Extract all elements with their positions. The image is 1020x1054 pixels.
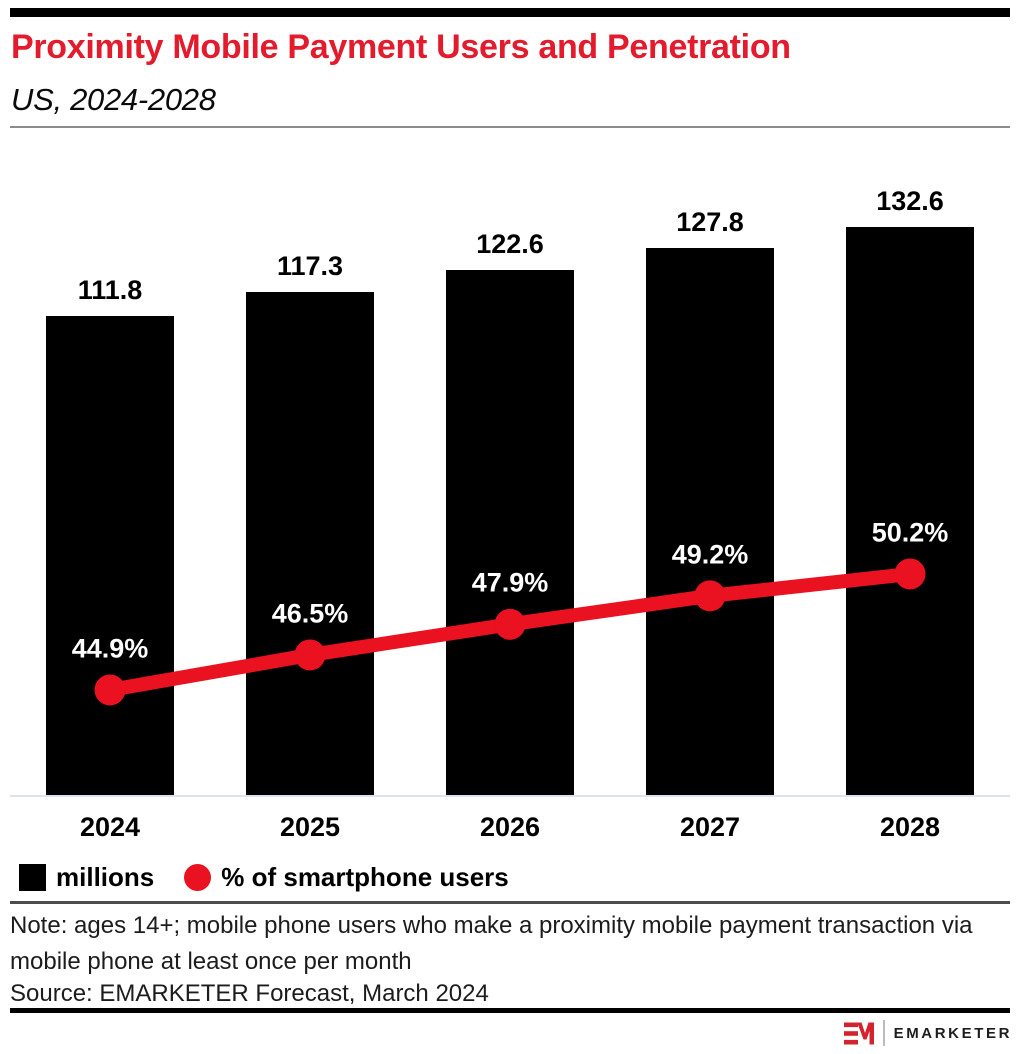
legend-item-millions: millions xyxy=(19,862,154,893)
x-axis-label-2025: 2025 xyxy=(279,812,341,842)
percent-label: 50.2% xyxy=(871,517,949,548)
percent-label: 49.2% xyxy=(671,539,749,570)
legend-item-percent: % of smartphone users xyxy=(184,862,509,893)
percent-label: 47.9% xyxy=(471,567,549,598)
plot-area: 111.8 2024 117.3 2025 122.6 2026 127.8 2027 132.… xyxy=(0,130,1020,854)
legend-label: millions xyxy=(56,862,155,892)
bar-value-label: 132.6 xyxy=(876,185,944,216)
percent-label: 46.5% xyxy=(271,598,349,629)
bar-2028 xyxy=(846,226,974,795)
x-axis-label-2026: 2026 xyxy=(479,812,541,842)
bar-2025 xyxy=(246,292,374,795)
bar-value-label: 122.6 xyxy=(476,228,544,259)
bar-2024 xyxy=(46,316,174,795)
bar-2026 xyxy=(446,269,574,795)
footer-divider xyxy=(10,901,1010,904)
percent-label: 44.9% xyxy=(71,633,149,664)
legend-square-icon xyxy=(19,864,46,891)
legend: millions % of smartphone users xyxy=(19,862,509,893)
bar-2027 xyxy=(646,247,774,795)
x-axis-line xyxy=(10,795,1010,797)
emarketer-monogram-icon xyxy=(843,1022,874,1044)
source-text: Source: EMARKETER Forecast, March 2024 xyxy=(10,980,489,1007)
emarketer-logo: EMARKETER xyxy=(843,1020,1012,1046)
note-text: Note: ages 14+; mobile phone users who m… xyxy=(10,912,973,975)
x-axis-label-2027: 2027 xyxy=(679,812,741,842)
top-accent-bar xyxy=(10,8,1010,17)
header-divider xyxy=(10,126,1010,128)
emarketer-wordmark: EMARKETER xyxy=(893,1024,1012,1042)
chart-title: Proximity Mobile Payment Users and Penet… xyxy=(11,28,791,66)
bottom-accent-bar xyxy=(10,1008,1010,1013)
bar-value-label: 111.8 xyxy=(77,275,143,306)
bar-value-label: 117.3 xyxy=(276,251,344,282)
legend-label: % of smartphone users xyxy=(221,862,509,892)
x-axis-label-2024: 2024 xyxy=(79,812,141,842)
x-axis-label-2028: 2028 xyxy=(879,812,941,842)
legend-circle-icon xyxy=(184,864,212,891)
chart-subtitle: US, 2024-2028 xyxy=(11,82,216,117)
bar-value-label: 127.8 xyxy=(676,206,744,237)
logo-divider xyxy=(882,1020,885,1046)
